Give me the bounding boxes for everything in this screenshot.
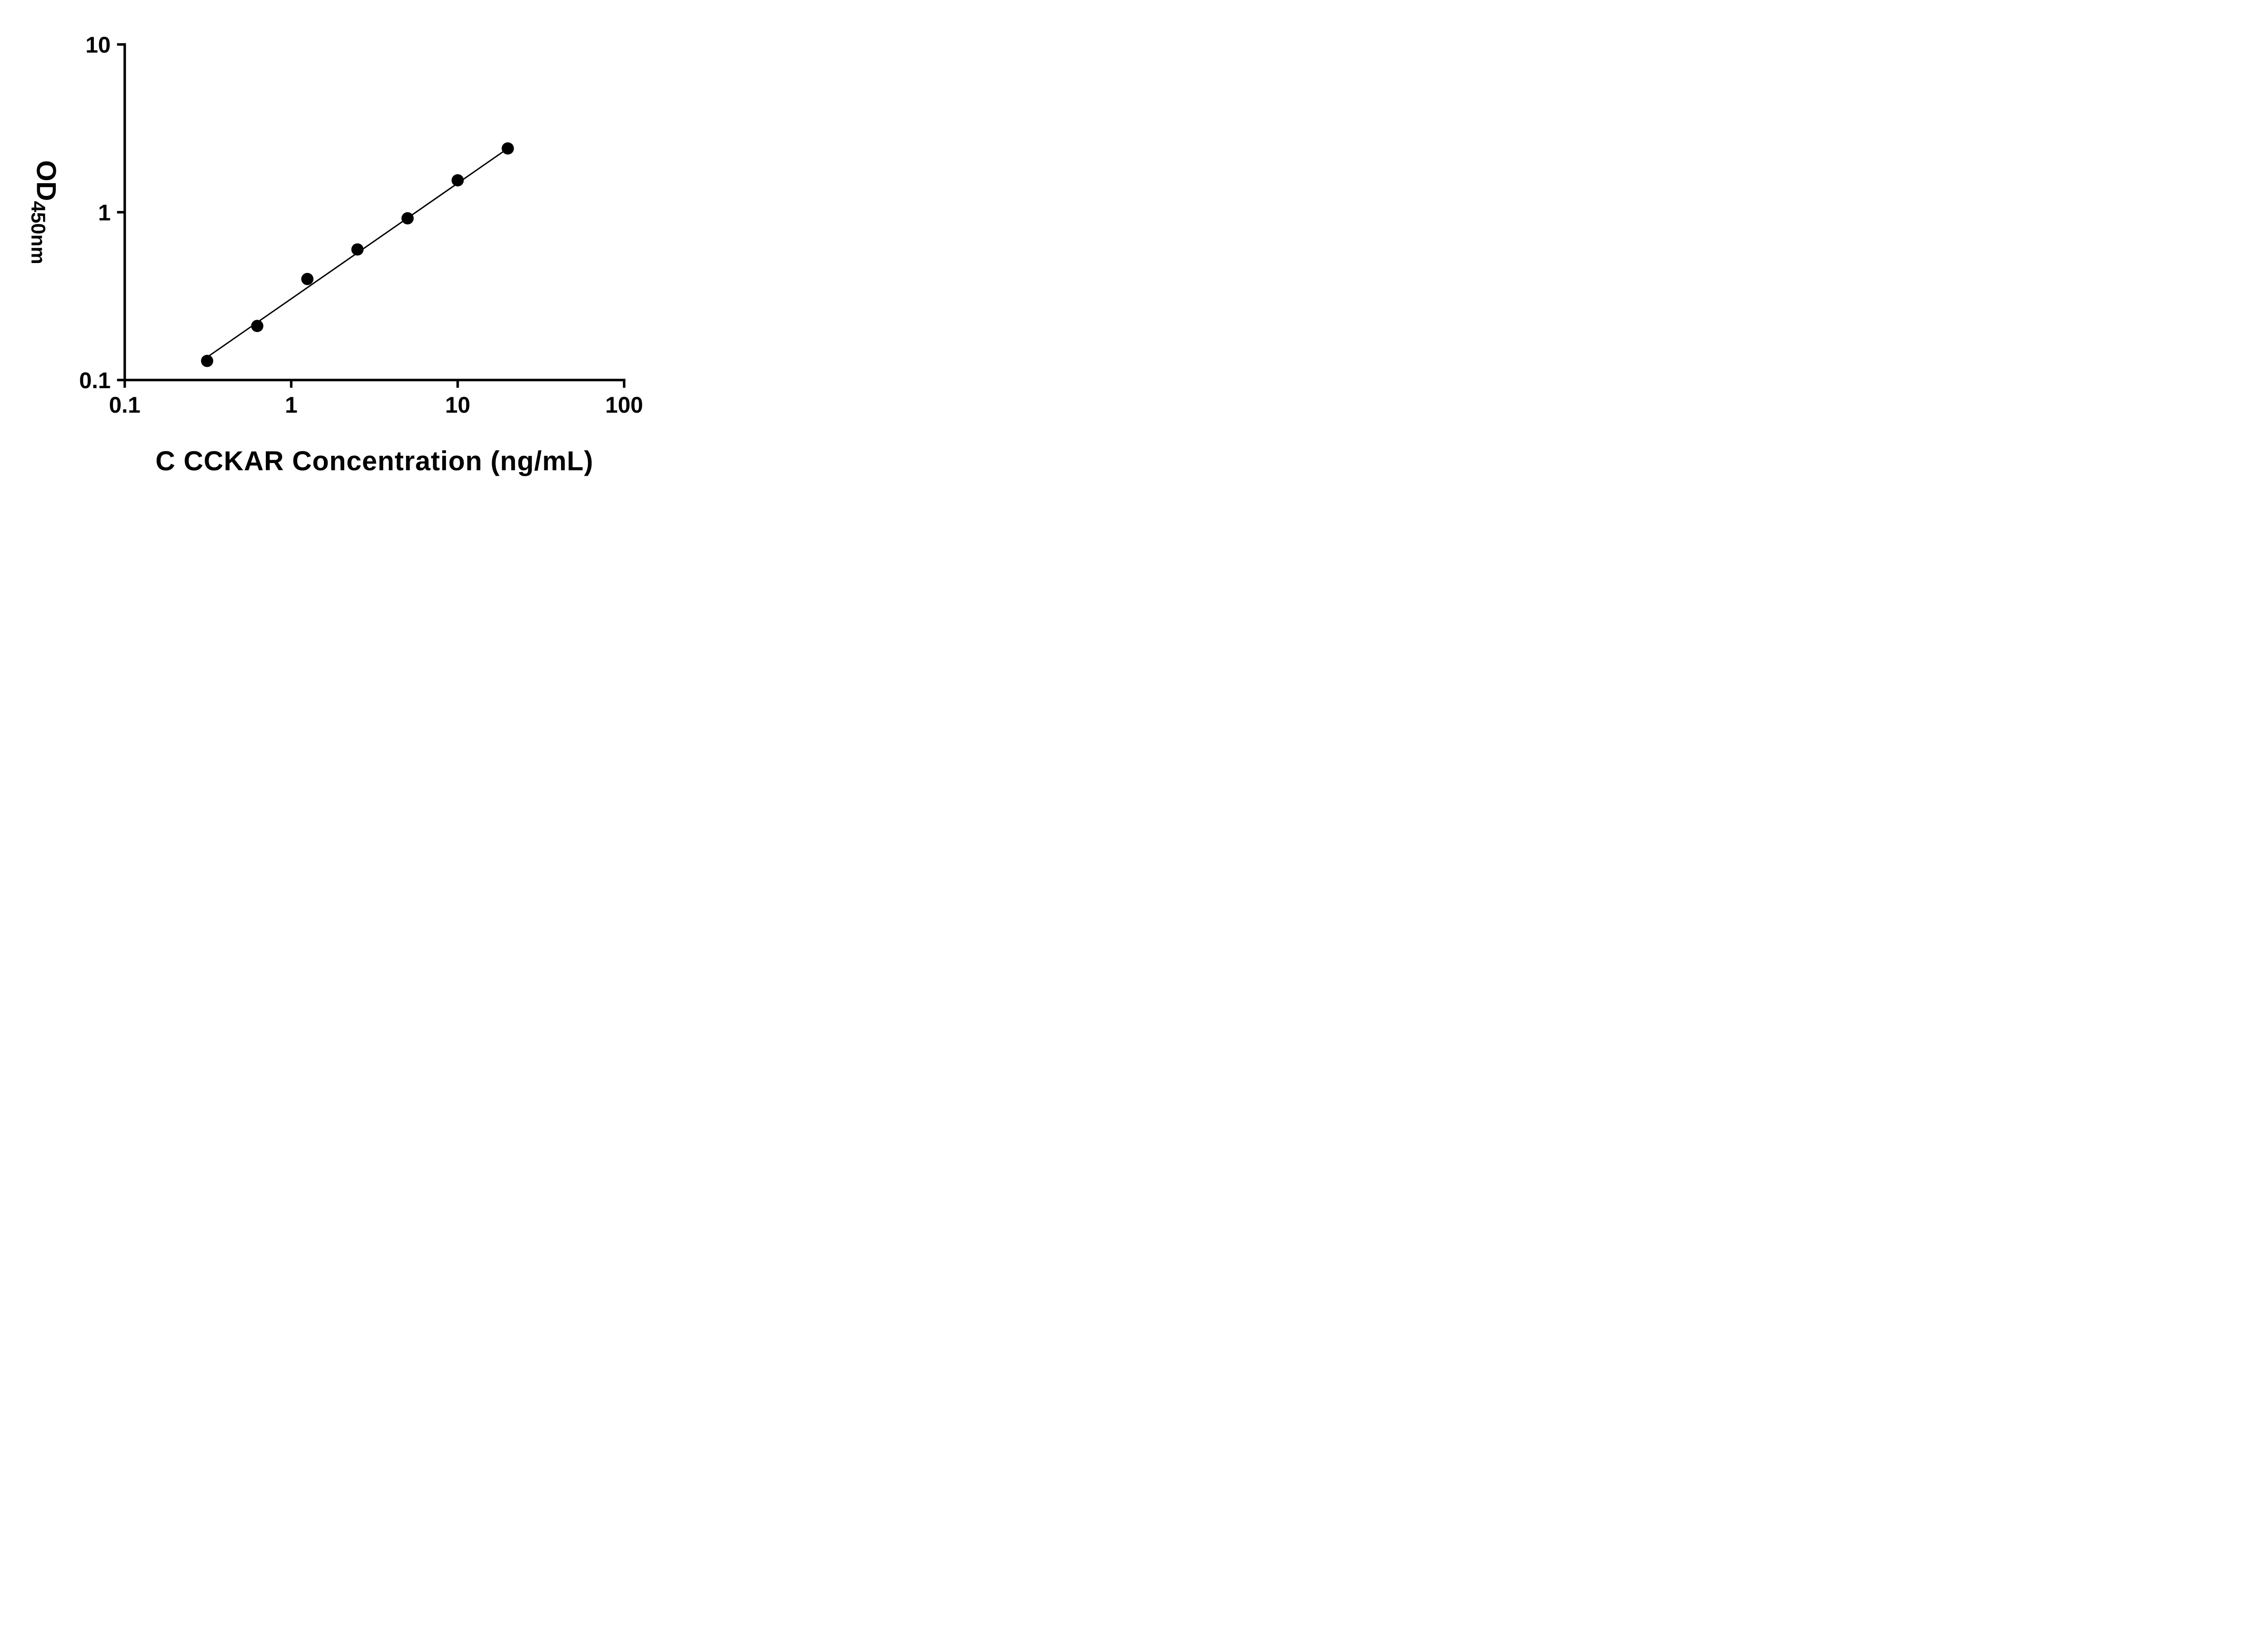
y-axis-title: OD450nm (27, 160, 62, 264)
y-tick-label: 1 (98, 200, 111, 225)
data-point (501, 142, 514, 155)
data-point (201, 355, 214, 367)
data-point (451, 174, 464, 187)
x-axis-title: C CCKAR Concentration (ng/mL) (155, 446, 594, 476)
data-point (351, 243, 364, 256)
x-tick-label: 0.1 (109, 392, 141, 418)
y-axis-title-subscript: 450nm (27, 201, 49, 264)
elisa-standard-curve-figure: 0.1 1 10 100 0.1 1 10 OD450nm C CCKAR Concentr… (0, 0, 689, 492)
plot-svg: 0.1 1 10 100 0.1 1 10 (79, 32, 643, 418)
axes-spine (123, 43, 626, 381)
y-tick-label: 10 (85, 32, 111, 58)
y-tick-label: 0.1 (79, 368, 111, 393)
data-point (251, 320, 264, 332)
x-tick-label: 100 (605, 392, 643, 418)
data-point (401, 212, 414, 224)
x-tick-label: 10 (445, 392, 470, 418)
x-tick-label: 1 (285, 392, 298, 418)
data-point (301, 273, 314, 285)
y-axis-title-main: OD (31, 160, 62, 201)
